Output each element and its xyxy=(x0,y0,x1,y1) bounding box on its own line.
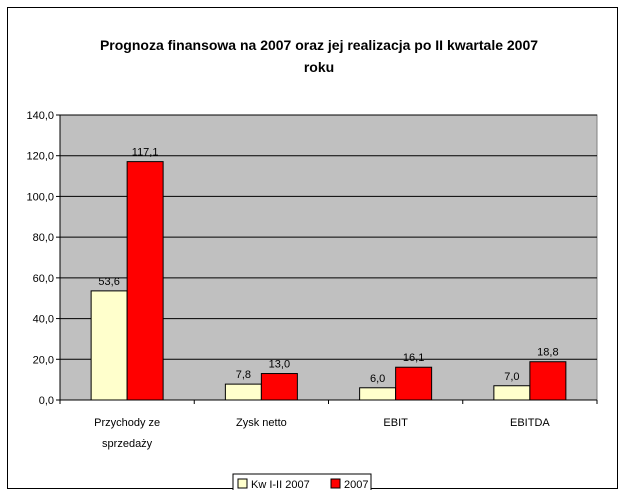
legend-label: Kw I-II 2007 xyxy=(251,479,310,490)
chart-title: Prognoza finansowa na 2007 oraz jej real… xyxy=(100,37,538,75)
data-label: 16,1 xyxy=(403,352,424,364)
x-axis: Przychody ze sprzedaży Zysk netto EBIT EBITD… xyxy=(59,399,598,450)
bars xyxy=(90,161,567,401)
bar-2007 xyxy=(126,161,164,401)
legend-label: 2007 xyxy=(344,479,368,490)
y-axis: 0,0 20,0 40,0 60,0 80,0 100,0 120,0 140,0 xyxy=(26,110,61,407)
y-tick-label: 100,0 xyxy=(26,191,54,203)
y-tick-label: 0,0 xyxy=(39,395,54,407)
x-category-label: EBITDA xyxy=(510,417,550,429)
x-category-label: sprzedaży xyxy=(102,438,153,450)
y-tick-label: 20,0 xyxy=(33,354,54,366)
bar-kw-i-ii-2007 xyxy=(359,387,397,401)
bar-2007 xyxy=(529,361,567,401)
x-category-label: EBIT xyxy=(383,417,408,429)
bar-2007 xyxy=(260,373,298,401)
bar-kw-i-ii-2007 xyxy=(224,383,262,401)
y-tick-label: 120,0 xyxy=(26,151,54,163)
chart-frame: Prognoza finansowa na 2007 oraz jej real… xyxy=(7,7,618,490)
x-category-label: Zysk netto xyxy=(236,417,287,429)
data-labels: 53,6 117,1 7,8 13,0 6,0 16,1 7,0 18,8 xyxy=(98,147,558,385)
chart-title-line: roku xyxy=(304,59,334,75)
data-label: 6,0 xyxy=(370,373,385,385)
y-tick-label: 140,0 xyxy=(26,110,54,122)
bar-kw-i-ii-2007 xyxy=(90,290,128,401)
bar-kw-i-ii-2007 xyxy=(493,385,531,401)
legend: Kw I-II 2007 2007 xyxy=(232,473,372,490)
chart-title-line: Prognoza finansowa na 2007 oraz jej real… xyxy=(100,37,538,53)
data-label: 18,8 xyxy=(537,347,558,359)
legend-swatch xyxy=(237,478,248,489)
data-label: 7,0 xyxy=(504,371,519,383)
y-tick-label: 60,0 xyxy=(33,273,54,285)
bar-chart: Prognoza finansowa na 2007 oraz jej real… xyxy=(26,37,598,490)
legend-swatch xyxy=(330,478,341,489)
data-label: 7,8 xyxy=(236,369,251,381)
x-category-label: Przychody ze xyxy=(94,417,160,429)
bar-2007 xyxy=(395,366,433,401)
y-tick-label: 40,0 xyxy=(33,314,54,326)
data-label: 117,1 xyxy=(132,147,159,159)
y-tick-label: 80,0 xyxy=(33,232,54,244)
data-label: 13,0 xyxy=(269,359,290,371)
data-label: 53,6 xyxy=(98,276,119,288)
